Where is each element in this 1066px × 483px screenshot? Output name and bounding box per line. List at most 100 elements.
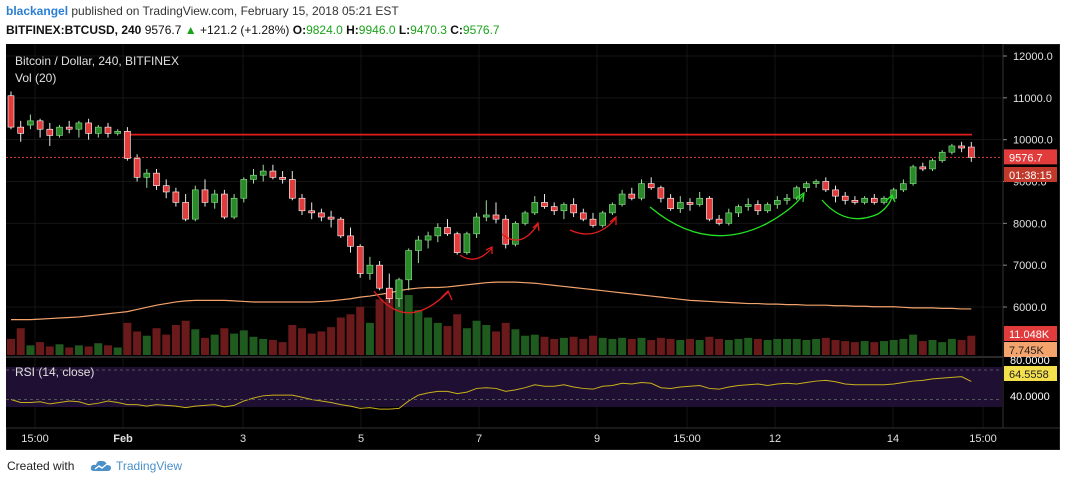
candle-body xyxy=(560,204,568,212)
volume-bar xyxy=(880,341,888,355)
candle-body xyxy=(676,202,684,209)
candle-body xyxy=(783,197,791,201)
chart-area[interactable]: 12000.0 11000.0 10000.0 9000.0 8000.0 7000.0 6… xyxy=(6,44,1060,450)
price-tick-label: 10000.0 xyxy=(1013,135,1053,147)
candle-body xyxy=(182,202,189,220)
volume-bar xyxy=(482,325,491,355)
candle-body xyxy=(172,191,180,203)
candle-body xyxy=(366,264,374,274)
volume-bar xyxy=(365,322,374,355)
volume-bar xyxy=(433,322,442,355)
tradingview-brand[interactable]: TradingView xyxy=(90,456,182,476)
high-value: 9946.0 xyxy=(358,23,396,37)
candle xyxy=(279,171,286,184)
candle xyxy=(192,185,199,222)
volume-bar xyxy=(307,333,316,355)
candle-body xyxy=(327,216,335,220)
candle xyxy=(560,202,568,220)
candle xyxy=(870,194,878,205)
open-label: O: xyxy=(292,23,307,37)
drawing-arrowhead-1 xyxy=(440,289,453,301)
candle-body xyxy=(308,210,316,214)
candle-body xyxy=(473,216,480,235)
candle xyxy=(715,214,723,226)
candle xyxy=(502,214,510,249)
candle xyxy=(851,196,859,205)
candle xyxy=(512,221,519,247)
time-tick-label: 15:00 xyxy=(673,433,701,445)
candle-body xyxy=(221,193,228,218)
candle xyxy=(434,223,442,243)
countdown-tag: 01:38:15 xyxy=(1004,167,1057,182)
volume-bar xyxy=(676,340,685,355)
candle-body xyxy=(715,218,723,224)
candle xyxy=(75,120,83,138)
price-tag-text: 9576.7 xyxy=(1009,152,1043,164)
symbol-label: BITFINEX:BTCUSD, 240 xyxy=(6,23,142,37)
candle-body xyxy=(812,181,820,184)
candle xyxy=(424,231,432,249)
pane-separator[interactable] xyxy=(6,356,1060,358)
volume-bar xyxy=(802,340,811,355)
candle xyxy=(143,168,151,188)
time-tick-label: 3 xyxy=(240,433,246,445)
volume-bar xyxy=(65,347,74,355)
candle xyxy=(609,202,616,215)
volume-bar xyxy=(831,340,840,355)
volume-bar xyxy=(957,340,966,355)
volume-bar xyxy=(74,345,83,355)
candle-body xyxy=(667,197,674,209)
candle xyxy=(347,227,354,253)
price-tick-label: 12000.0 xyxy=(1013,51,1053,63)
candle xyxy=(65,120,73,134)
candle xyxy=(725,208,733,226)
candle xyxy=(919,162,927,172)
volume-bar xyxy=(792,338,801,355)
ohlc-line: BITFINEX:BTCUSD, 240 9576.7 ▲ +121.2 (+1… xyxy=(6,23,500,37)
candle xyxy=(240,177,248,203)
drawing-curve-4 xyxy=(569,217,617,235)
candle-body xyxy=(434,227,442,237)
volume-bar xyxy=(899,338,908,355)
drawing-arrowhead-6 xyxy=(885,193,896,203)
volume-tag-bg xyxy=(1004,326,1057,341)
rsi-label: RSI (14, close) xyxy=(15,365,94,379)
candle xyxy=(172,187,180,207)
countdown-tag-text: 01:38:15 xyxy=(1009,170,1052,182)
candle xyxy=(104,122,112,138)
volume-bar xyxy=(589,335,597,355)
rsi-value-tag-text: 64.5558 xyxy=(1009,369,1049,381)
candle xyxy=(415,235,422,264)
candle xyxy=(395,277,403,307)
volume-bar xyxy=(618,337,627,355)
rsi-line xyxy=(10,376,972,410)
candle-body xyxy=(541,202,548,207)
candle xyxy=(822,177,830,192)
volume-bar xyxy=(104,345,112,355)
chart-canvas[interactable]: 12000.011000.010000.09000.08000.07000.06… xyxy=(6,44,1060,450)
volume-bar xyxy=(889,340,898,355)
candle xyxy=(647,177,655,190)
rsi-band xyxy=(6,367,1002,407)
rsi-40-label: 40.0000 xyxy=(1010,391,1050,403)
candle-body xyxy=(17,126,24,134)
author-link[interactable]: blackangel xyxy=(6,4,69,18)
rsi-value-tag: 64.5558 xyxy=(1004,366,1057,381)
volume-bar xyxy=(375,299,384,355)
drawings[interactable] xyxy=(373,191,896,314)
candle xyxy=(638,179,645,201)
countdown-tag-bg xyxy=(1004,167,1057,182)
price-axis[interactable] xyxy=(1002,44,1060,450)
candle-body xyxy=(628,193,636,199)
volume-bar xyxy=(152,328,161,355)
tradingview-link[interactable]: TradingView xyxy=(116,459,183,473)
time-axis[interactable] xyxy=(6,427,1060,450)
candle xyxy=(259,164,267,182)
candle-body xyxy=(337,218,345,237)
candle-body xyxy=(482,214,490,218)
candle-body xyxy=(579,212,587,220)
candle-body xyxy=(85,122,92,134)
volume-bar xyxy=(909,334,918,355)
volume-bar xyxy=(579,338,588,355)
volume-ma-tag-text: 7.745K xyxy=(1009,345,1045,357)
